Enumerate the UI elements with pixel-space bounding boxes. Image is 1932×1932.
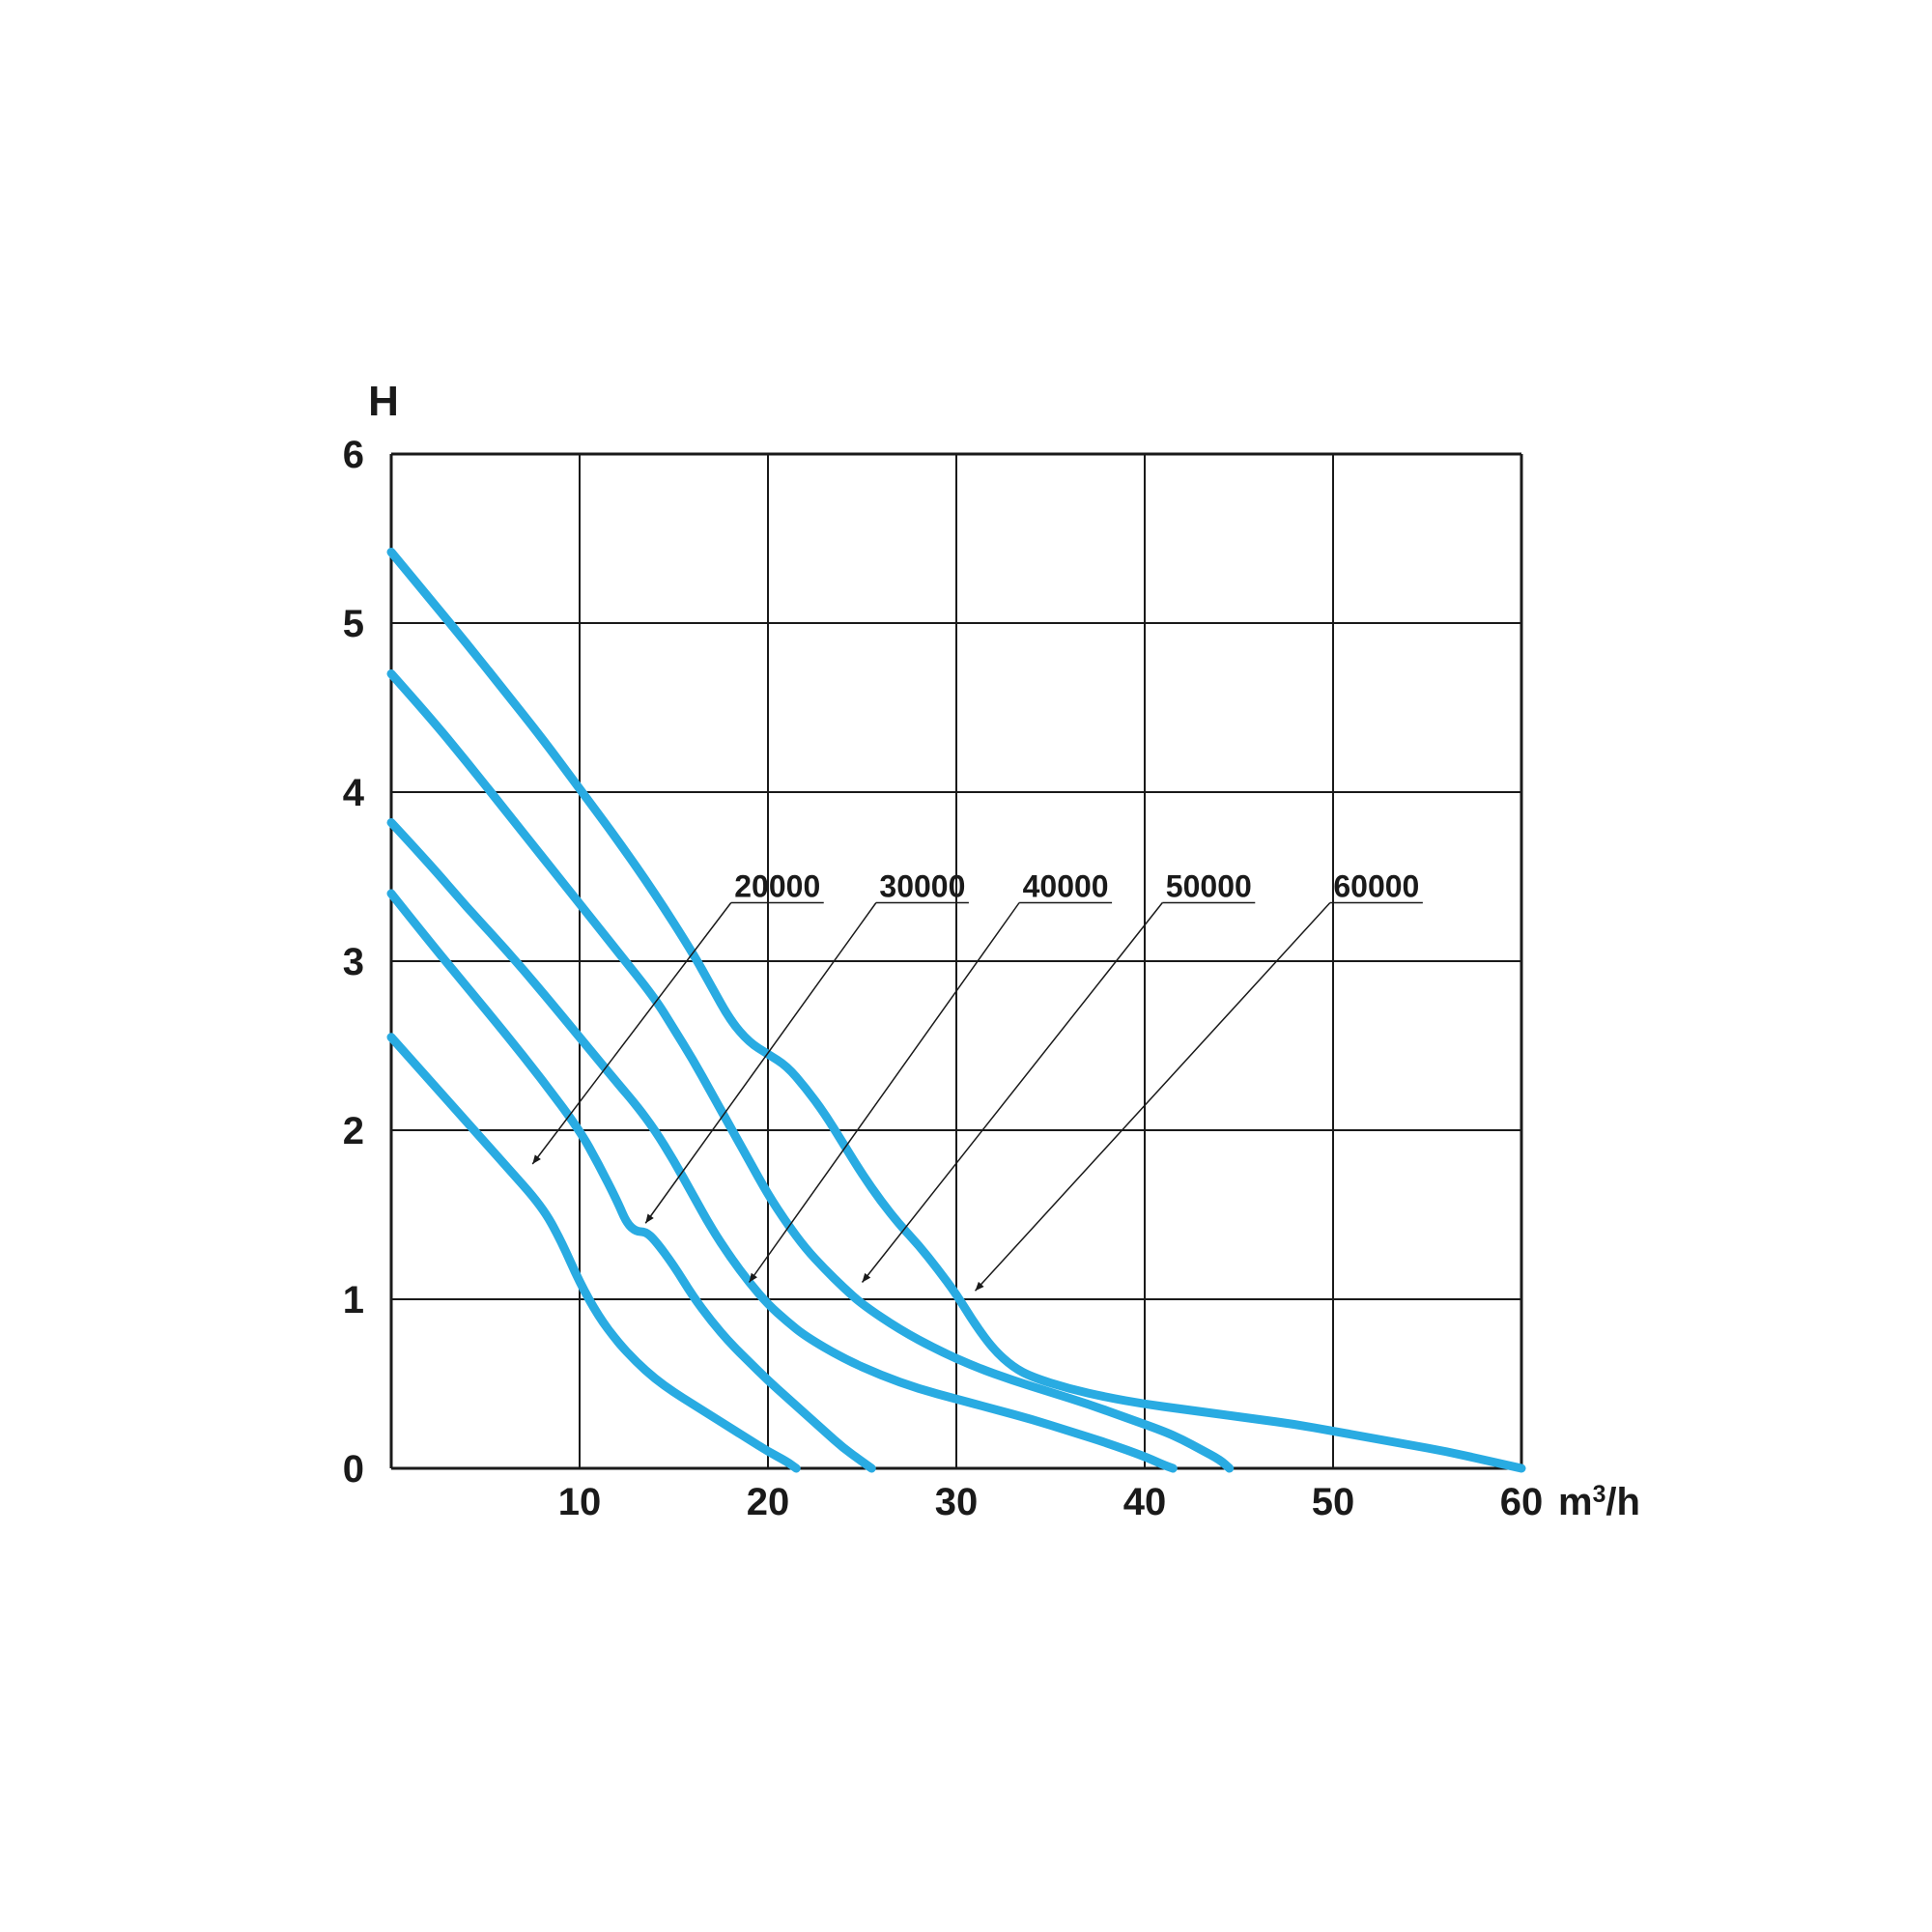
y-axis-title: H — [368, 378, 399, 425]
callout-label-30000: 30000 — [879, 869, 965, 904]
callout-label-50000: 50000 — [1166, 869, 1252, 904]
curve-40000 — [391, 823, 1173, 1469]
callouts: 20000 30000 40000 50000 60000 — [532, 869, 1423, 1292]
callout-label-60000: 60000 — [1333, 869, 1419, 904]
ytick-2: 2 — [343, 1110, 364, 1152]
curve-30000 — [391, 894, 871, 1468]
callout-arrowhead-20000 — [532, 1154, 541, 1164]
ytick-5: 5 — [343, 603, 364, 645]
ytick-6: 6 — [343, 434, 364, 476]
ytick-4: 4 — [343, 772, 365, 814]
callout-arrow-40000 — [750, 903, 1020, 1283]
ytick-3: 3 — [343, 941, 364, 983]
grid — [391, 454, 1521, 1468]
xtick-60: 60 — [1500, 1481, 1544, 1523]
callout-arrow-20000 — [532, 903, 731, 1165]
xtick-50: 50 — [1312, 1481, 1355, 1523]
axis-ticks: 0 1 2 3 4 5 6 10 20 30 40 50 60 m3/h — [343, 434, 1640, 1523]
callout-label-20000: 20000 — [734, 869, 820, 904]
xtick-20: 20 — [747, 1481, 790, 1523]
xtick-40: 40 — [1123, 1481, 1167, 1523]
pump-curve-chart: 20000 30000 40000 50000 60000 0 1 2 3 4 5 6 10 20 30 4… — [0, 0, 1932, 1932]
axis-titles: H — [368, 378, 399, 425]
xtick-30: 30 — [935, 1481, 979, 1523]
ytick-1: 1 — [343, 1279, 364, 1321]
chart-container: 20000 30000 40000 50000 60000 0 1 2 3 4 5 6 10 20 30 4… — [0, 0, 1932, 1932]
callout-arrow-50000 — [863, 903, 1163, 1283]
curve-20000 — [391, 1037, 796, 1468]
xtick-10: 10 — [558, 1481, 602, 1523]
callout-label-40000: 40000 — [1023, 869, 1109, 904]
x-unit-label: m3/h — [1558, 1481, 1640, 1523]
ytick-0: 0 — [343, 1448, 364, 1491]
callout-arrowhead-30000 — [645, 1214, 654, 1224]
